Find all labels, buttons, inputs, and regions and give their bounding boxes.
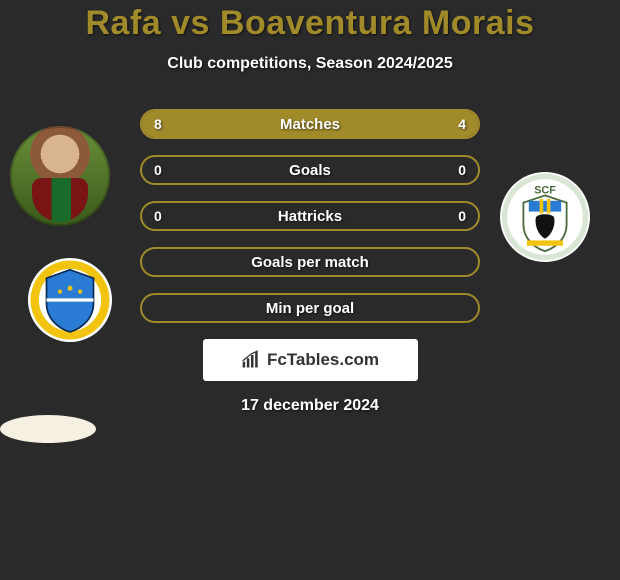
date-label: 17 december 2024 [0, 397, 620, 415]
left-club-badge [28, 258, 112, 342]
bar-chart-icon [241, 350, 261, 370]
stat-value-left: 0 [154, 162, 162, 178]
right-club-badge-icon: SCF [500, 172, 590, 262]
stat-value-right: 0 [458, 162, 466, 178]
page-title: Rafa vs Boaventura Morais [0, 4, 620, 43]
watermark: FcTables.com [203, 339, 418, 381]
stat-value-left: 0 [154, 208, 162, 224]
right-player-photo [0, 415, 96, 443]
left-club-badge-icon [28, 258, 112, 342]
stat-row: 8 4 Matches [140, 109, 480, 139]
stat-value-right: 0 [458, 208, 466, 224]
stat-label: Goals per match [251, 254, 369, 271]
stat-value-right: 4 [458, 116, 466, 132]
stat-label: Matches [280, 116, 340, 133]
subtitle: Club competitions, Season 2024/2025 [0, 55, 620, 73]
stat-label: Min per goal [266, 300, 354, 317]
stat-label: Hattricks [278, 208, 342, 225]
stat-row: 0 0 Goals [140, 155, 480, 185]
stat-row: Min per goal [140, 293, 480, 323]
stat-label: Goals [289, 162, 331, 179]
stat-row: 0 0 Hattricks [140, 201, 480, 231]
left-player-photo [10, 126, 110, 226]
watermark-text: FcTables.com [267, 350, 379, 370]
stat-value-left: 8 [154, 116, 162, 132]
right-club-badge: SCF [500, 172, 590, 262]
stat-row: Goals per match [140, 247, 480, 277]
